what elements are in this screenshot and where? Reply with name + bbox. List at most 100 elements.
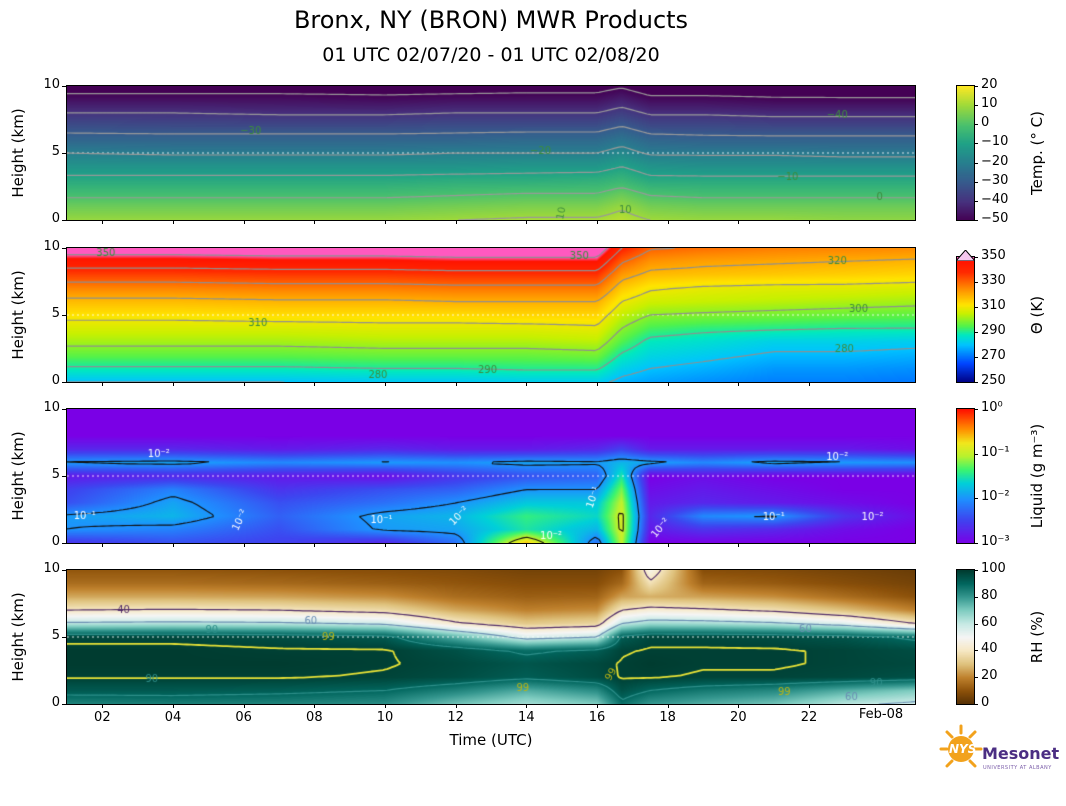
colorbar-tick-mark	[974, 257, 978, 258]
x-tick-label: 18	[659, 710, 676, 725]
y-tick-label: 5	[51, 467, 60, 482]
temperature-colorbar	[956, 85, 975, 221]
y-tick-mark	[62, 86, 66, 87]
y-tick-label: 10	[43, 77, 60, 92]
x-tick-mark	[173, 704, 174, 708]
y-tick-label: 10	[43, 400, 60, 415]
colorbar-tick-mark	[974, 382, 978, 383]
y-tick-mark	[62, 476, 66, 477]
figure-title: Bronx, NY (BRON) MWR Products	[293, 6, 689, 34]
relative-humidity-colorbar	[956, 569, 975, 705]
x-tick-mark	[455, 543, 457, 547]
y-tick-label: 0	[51, 211, 60, 226]
x-tick-label: 12	[447, 710, 464, 725]
x-tick-mark	[314, 220, 316, 224]
colorbar-tick-mark	[974, 677, 978, 679]
x-tick-mark	[102, 382, 104, 386]
potential-temperature-colorbar-arrow	[954, 246, 977, 262]
colorbar-tick-mark	[974, 307, 978, 308]
x-tick-mark	[809, 220, 810, 224]
colorbar-tick-label: 10	[981, 96, 998, 112]
colorbar-tick-mark	[974, 596, 978, 598]
colorbar-tick-label: 0	[981, 695, 990, 710]
colorbar-tick-mark	[974, 623, 978, 625]
colorbar-tick-mark	[974, 332, 978, 333]
colorbar-tick-mark	[974, 453, 978, 455]
x-tick-label: 04	[164, 710, 182, 725]
colorbar-tick-label: 20	[981, 668, 998, 684]
x-tick-mark	[597, 543, 598, 547]
x-tick-mark	[385, 220, 386, 224]
x-tick-mark	[102, 543, 104, 547]
y-axis-title: Height (km)	[9, 592, 27, 682]
colorbar-tick-mark	[974, 357, 978, 358]
relative-humidity-heatmap	[66, 569, 916, 705]
colorbar-tick-mark	[974, 704, 978, 705]
x-tick-mark	[667, 704, 669, 708]
x-tick-mark	[526, 220, 528, 224]
y-tick-label: 5	[51, 306, 60, 321]
y-axis-title: Height (km)	[9, 108, 27, 198]
x-tick-label: 16	[588, 710, 606, 725]
x-tick-mark	[455, 220, 457, 224]
colorbar-tick-label: 10⁻²	[981, 489, 1010, 505]
colorbar-tick-label: 270	[981, 348, 1006, 363]
x-tick-mark	[102, 704, 104, 708]
colorbar-tick-mark	[974, 498, 978, 500]
x-tick-mark	[243, 704, 245, 708]
colorbar-tick-mark	[974, 86, 978, 87]
x-tick-mark	[385, 704, 386, 708]
x-tick-mark	[173, 220, 174, 224]
y-tick-mark	[62, 570, 66, 571]
colorbar-tick-label: 10⁻³	[981, 534, 1010, 549]
x-tick-mark	[455, 382, 457, 386]
x-tick-label: 06	[235, 710, 252, 725]
colorbar-tick-label: 250	[981, 373, 1006, 388]
colorbar-tick-label: 80	[981, 587, 998, 603]
mesonet-logo: NYS Mesonet UNIVERSITY AT ALBANY	[938, 722, 1063, 797]
x-tick-mark	[738, 704, 740, 708]
colorbar-tick-mark	[974, 105, 978, 107]
y-tick-mark	[62, 704, 66, 705]
x-tick-mark	[102, 220, 104, 224]
y-tick-mark	[62, 382, 66, 383]
colorbar-tick-mark	[974, 543, 978, 544]
potential-temperature-colorbar	[956, 256, 975, 383]
y-tick-label: 10	[43, 561, 60, 576]
y-tick-mark	[62, 543, 66, 544]
x-tick-mark	[597, 220, 598, 224]
y-tick-mark	[62, 409, 66, 410]
x-tick-label: 08	[306, 710, 323, 725]
x-axis-date-label: Feb-08	[858, 707, 904, 722]
x-tick-mark	[809, 382, 810, 386]
x-tick-mark	[314, 382, 316, 386]
x-tick-mark	[314, 543, 316, 547]
colorbar-tick-label: −10	[981, 134, 1009, 150]
colorbar-tick-label: 100	[981, 561, 1006, 576]
colorbar-title: RH (%)	[1028, 610, 1046, 664]
y-tick-mark	[62, 153, 66, 154]
y-tick-mark	[62, 248, 66, 249]
x-tick-mark	[597, 704, 598, 708]
colorbar-tick-label: −40	[981, 191, 1009, 207]
y-axis-title: Height (km)	[9, 270, 27, 360]
x-tick-mark	[667, 543, 669, 547]
x-tick-label: 14	[518, 710, 535, 725]
colorbar-tick-mark	[974, 282, 978, 283]
x-tick-mark	[243, 382, 245, 386]
x-tick-mark	[243, 220, 245, 224]
colorbar-tick-label: 310	[981, 298, 1006, 313]
y-tick-label: 0	[51, 534, 60, 549]
x-tick-mark	[738, 220, 740, 224]
colorbar-tick-mark	[974, 143, 978, 145]
x-tick-mark	[173, 543, 174, 547]
colorbar-tick-mark	[974, 409, 978, 410]
logo-nys-text: NYS	[949, 742, 977, 756]
x-tick-mark	[385, 382, 386, 386]
liquid-heatmap	[66, 408, 916, 544]
colorbar-tick-mark	[974, 570, 978, 571]
mesonet-sun-icon	[939, 724, 983, 768]
colorbar-tick-label: 60	[981, 614, 998, 630]
logo-university-text: UNIVERSITY AT ALBANY	[983, 765, 1052, 771]
